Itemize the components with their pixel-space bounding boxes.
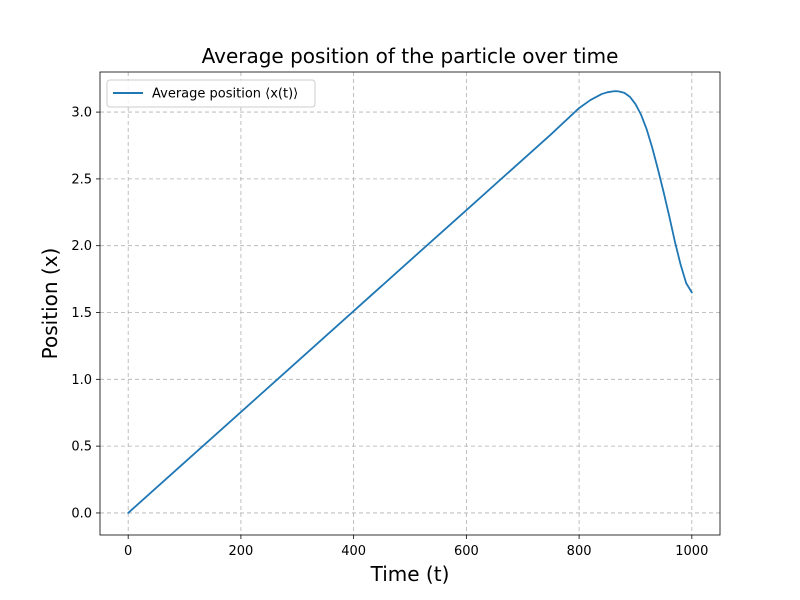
y-tick-label: 2.0 <box>71 239 92 254</box>
y-tick-label: 0.0 <box>71 506 92 521</box>
x-tick-label: 200 <box>228 544 253 559</box>
x-tick-label: 600 <box>454 544 479 559</box>
plot-frame <box>99 71 721 536</box>
y-tick-label: 3.0 <box>71 106 92 121</box>
grid-layer <box>100 72 720 535</box>
y-tick-label: 1.0 <box>71 373 92 388</box>
tick-layer: 0 200 400 600 800 1000 0.0 0.5 1.0 1.5 2.0 2.5 3.0 <box>71 106 708 559</box>
legend-box <box>106 79 316 108</box>
chart-title: Average position of the particle over ti… <box>202 44 619 68</box>
y-tick-label: 0.5 <box>71 440 92 455</box>
x-tick-label: 400 <box>341 544 366 559</box>
x-tick-label: 1000 <box>675 544 708 559</box>
legend-entry-label: Average position ⟨x(t)⟩ <box>152 87 298 102</box>
series-line-0 <box>127 90 693 514</box>
x-axis-label: Time (t) <box>370 562 450 586</box>
x-tick-label: 0 <box>124 544 132 559</box>
x-tick-label: 800 <box>567 544 592 559</box>
y-tick-label: 2.5 <box>71 172 92 187</box>
series-layer <box>127 90 693 514</box>
y-tick-label: 1.5 <box>71 306 92 321</box>
y-axis-label: Position (x) <box>38 248 62 360</box>
legend: Average position ⟨x(t)⟩ <box>106 79 316 108</box>
